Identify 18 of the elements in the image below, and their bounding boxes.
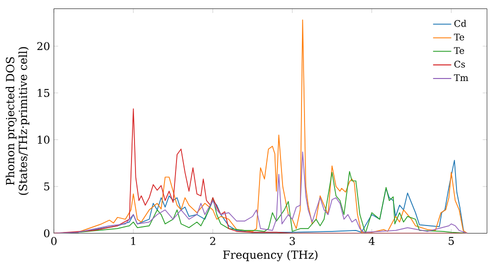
y-axis-title: Phonon projected DOS (States/THz·primitive cell) (6, 47, 30, 195)
x-tick-label: 4 (368, 237, 375, 245)
legend-label: Te (454, 34, 464, 40)
x-axis-title: Frequency (THz) (223, 250, 318, 262)
x-tick-label: 3 (290, 237, 295, 246)
legend-label: Cs (454, 60, 465, 68)
y-tick-label: 20 (37, 42, 50, 50)
x-tick-label: 5 (448, 237, 454, 245)
y-tick-label: 5 (44, 182, 50, 190)
y-tick-label: 15 (38, 88, 50, 97)
legend-label: Te (454, 47, 464, 54)
y-tick-label: 10 (38, 136, 50, 144)
x-tick-label: 0 (51, 237, 57, 246)
x-tick-label: 2 (210, 237, 216, 245)
legend-label: Tm (454, 74, 468, 82)
legend-label: Cd (454, 20, 466, 27)
x-tick-label: 1 (131, 237, 136, 245)
y-tick-label: 0 (44, 229, 50, 238)
